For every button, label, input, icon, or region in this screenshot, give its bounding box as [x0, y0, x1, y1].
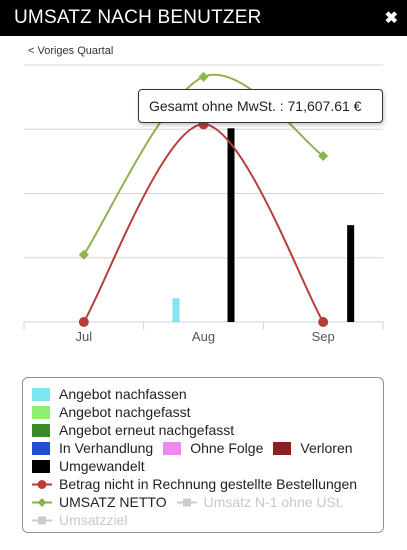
title-bar: UMSATZ NACH BENUTZER ✖	[0, 0, 407, 36]
point-umsatz-netto	[198, 71, 209, 82]
legend-label: Umsatz N-1 ohne USt.	[203, 494, 344, 510]
legend-item-angebot-nachgefasst[interactable]: Angebot nachgefasst	[32, 404, 191, 420]
x-axis: Jul Aug Sep	[23, 322, 384, 344]
legend-label: UMSATZ NETTO	[59, 494, 167, 510]
chart-legend: Angebot nachfassen Angebot nachgefasst A…	[22, 377, 384, 533]
legend-item-umsatz-n-1[interactable]: Umsatz N-1 ohne USt.	[176, 494, 344, 510]
x-tick-label: Jul	[76, 329, 93, 344]
legend-swatch	[273, 441, 292, 455]
legend-label: Verloren	[300, 440, 353, 456]
legend-marker	[37, 497, 47, 507]
legend-label: Umgewandelt	[59, 458, 145, 474]
bar-umgewandelt	[227, 128, 235, 322]
legend-swatch	[163, 441, 182, 455]
legend-line-diamond-icon	[32, 497, 52, 507]
legend-item-angebot-erneut-nachgefasst[interactable]: Angebot erneut nachgefasst	[32, 422, 234, 438]
x-tick-label: Aug	[192, 329, 215, 344]
legend-swatch	[32, 387, 50, 401]
close-icon[interactable]: ✖	[384, 10, 398, 27]
previous-quarter-link[interactable]: < Voriges Quartal	[28, 45, 114, 57]
legend-label: Angebot nachgefasst	[59, 404, 191, 420]
legend-label: Ohne Folge	[190, 440, 264, 456]
legend-item-umsatzziel[interactable]: Umsatzziel	[32, 512, 127, 528]
legend-item-betrag-nicht-in-rechnung[interactable]: Betrag nicht in Rechnung gestellte Beste…	[32, 476, 357, 492]
legend-item-umgewandelt[interactable]: Umgewandelt	[32, 458, 145, 474]
legend-swatch	[32, 441, 50, 455]
legend-line-circle-icon	[32, 479, 52, 489]
chart-tooltip: Gesamt ohne MwSt. : 71,607.61 €	[138, 89, 383, 123]
legend-label: Umsatzziel	[59, 512, 128, 528]
legend-item-umsatz-netto[interactable]: UMSATZ NETTO	[32, 494, 167, 510]
legend-label: Angebot erneut nachgefasst	[59, 422, 235, 438]
point-betrag-nicht-in-rechnung-gestellte-bestellungen	[78, 317, 89, 327]
revenue-chart: Jul Aug Sep	[23, 64, 384, 344]
legend-label: Angebot nachfassen	[59, 386, 187, 402]
x-tick-label: Sep	[312, 329, 335, 344]
legend-line-square-icon	[176, 498, 197, 506]
bar-umgewandelt	[347, 225, 355, 322]
point-umsatz-netto	[78, 249, 89, 260]
line-betrag-nicht-in-rechnung-gestellte-bestellungen	[82, 123, 325, 323]
legend-label: Betrag nicht in Rechnung gestellte Beste…	[59, 476, 358, 492]
legend-line-square-icon	[32, 516, 52, 524]
legend-item-angebot-nachfassen[interactable]: Angebot nachfassen	[32, 386, 187, 402]
legend-item-in-verhandlung[interactable]: In Verhandlung	[32, 440, 153, 456]
point-umsatz-netto	[318, 150, 329, 161]
legend-label: In Verhandlung	[59, 440, 154, 456]
legend-marker	[38, 516, 46, 524]
legend-item-verloren[interactable]: Verloren	[273, 440, 353, 456]
legend-swatch	[32, 405, 50, 419]
legend-swatch	[32, 423, 50, 437]
legend-marker	[182, 498, 191, 506]
point-betrag-nicht-in-rechnung-gestellte-bestellungen	[318, 317, 329, 327]
legend-marker	[37, 479, 47, 489]
page-title: UMSATZ NACH BENUTZER	[14, 7, 262, 28]
bar-angebot-nachfassen	[172, 298, 180, 322]
legend-swatch	[32, 459, 50, 473]
legend-item-ohne-folge[interactable]: Ohne Folge	[163, 440, 263, 456]
chart-bars	[172, 128, 355, 322]
